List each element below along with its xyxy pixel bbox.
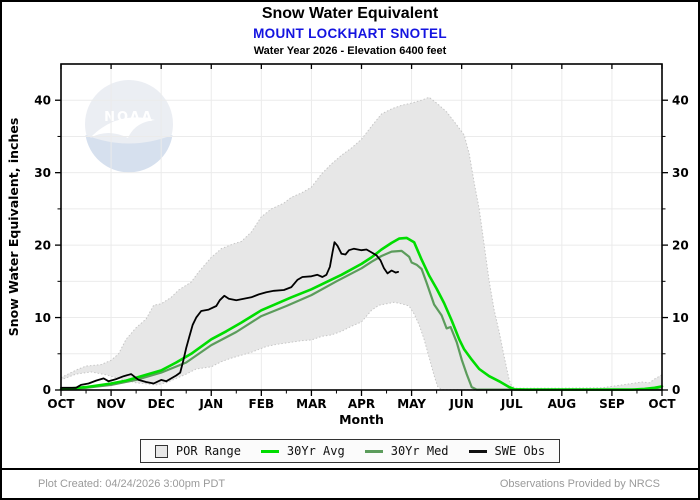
noaa-crescent xyxy=(85,135,173,173)
med-line-swatch-icon xyxy=(364,449,383,453)
y-tick-label-right: 20 xyxy=(672,238,689,252)
month-tick-label: APR xyxy=(348,397,375,411)
legend-box: POR Range 30Yr Avg 30Yr Med SWE Obs xyxy=(139,439,561,463)
month-tick-label: AUG xyxy=(548,397,577,411)
legend-label: POR Range xyxy=(175,444,241,458)
series-30yr-med xyxy=(59,249,664,391)
month-tick-label: NOV xyxy=(96,397,126,411)
month-tick-label: JUL xyxy=(500,397,523,411)
month-tick-label: DEC xyxy=(148,397,175,411)
x-axis-title: Month xyxy=(339,412,384,427)
y-tick-label-left: 10 xyxy=(34,311,51,325)
legend-item-30yr-med: 30Yr Med xyxy=(364,444,449,458)
month-tick-label: MAR xyxy=(296,397,326,411)
por-range-band xyxy=(60,96,663,391)
month-tick-label: JUN xyxy=(449,397,474,411)
y-tick-label-right: 10 xyxy=(672,311,689,325)
plot-created-text: Plot Created: 04/24/2026 3:00pm PDT xyxy=(38,478,226,490)
legend-label: 30Yr Med xyxy=(390,444,449,458)
legend-label: 30Yr Avg xyxy=(286,444,345,458)
month-tick-label: MAY xyxy=(397,397,426,411)
month-tick-label: OCT xyxy=(47,397,75,411)
page-title: Snow Water Equivalent xyxy=(261,5,439,22)
legend-item-swe-obs: SWE Obs xyxy=(468,444,546,458)
noaa-wordmark: NOAA xyxy=(104,110,154,125)
y-tick-label-left: 40 xyxy=(34,93,51,107)
legend-item-30yr-avg: 30Yr Avg xyxy=(260,444,345,458)
water-year-subtitle: Water Year 2026 - Elevation 6400 feet xyxy=(253,45,447,57)
noaa-gull-icon xyxy=(90,117,155,138)
noaa-logo-watermark: NOAA xyxy=(85,80,173,173)
legend-item-por-range: POR Range xyxy=(154,444,241,458)
series-swe-obs xyxy=(60,241,400,389)
legend-label: SWE Obs xyxy=(494,444,546,458)
month-tick-label: JAN xyxy=(198,397,223,411)
y-tick-label-right: 30 xyxy=(672,166,689,180)
y-tick-label-right: 0 xyxy=(672,383,680,397)
legend: POR Range 30Yr Avg 30Yr Med SWE Obs xyxy=(2,439,698,463)
series-30yr-avg xyxy=(59,236,664,391)
y-tick-label-right: 40 xyxy=(672,93,689,107)
observations-source-text: Observations Provided by NRCS xyxy=(499,478,660,490)
y-tick-label-left: 0 xyxy=(43,383,51,397)
footer-bar: Plot Created: 04/24/2026 3:00pm PDT Obse… xyxy=(2,468,698,498)
y-axis-title: Snow Water Equivalent, inches xyxy=(6,118,21,337)
avg-line-swatch-icon xyxy=(260,449,279,453)
month-tick-label: FEB xyxy=(249,397,275,411)
y-tick-label-left: 30 xyxy=(34,166,51,180)
y-tick-label-left: 20 xyxy=(34,238,51,252)
obs-line-swatch-icon xyxy=(468,449,487,453)
por-range-swatch-icon xyxy=(154,444,168,458)
month-tick-label: SEP xyxy=(599,397,625,411)
station-title: MOUNT LOCKHART SNOTEL xyxy=(253,26,447,41)
month-tick-label: OCT xyxy=(648,397,676,411)
